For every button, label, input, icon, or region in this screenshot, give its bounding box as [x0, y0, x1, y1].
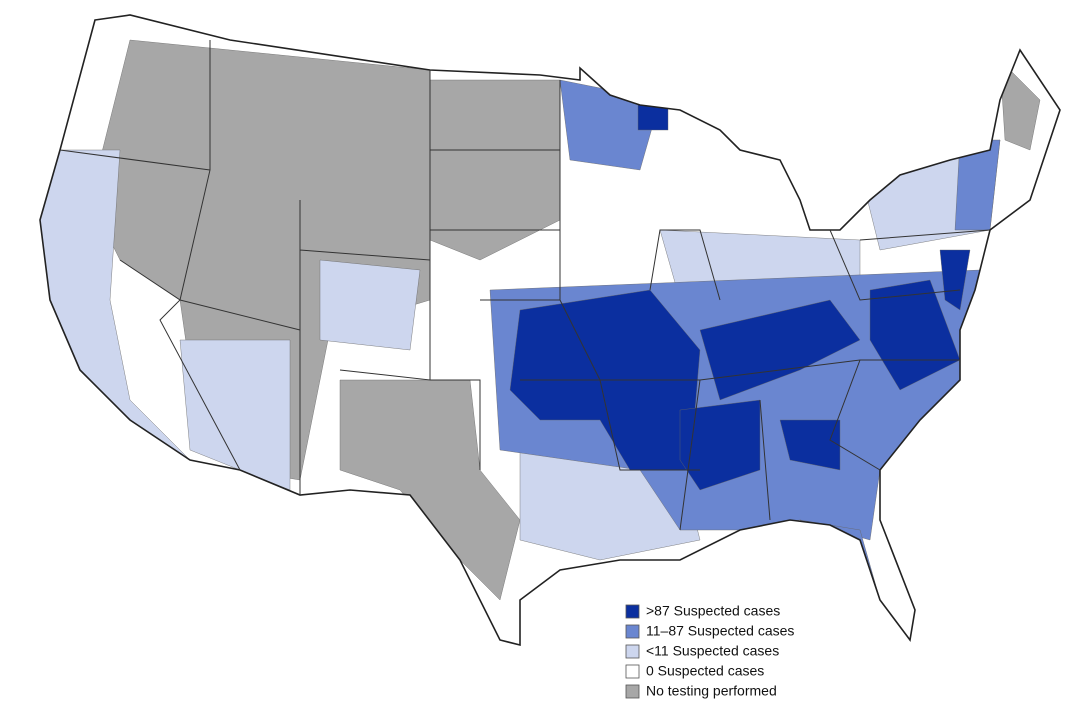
- region-dark: [869, 279, 961, 391]
- region-dark: [679, 399, 761, 491]
- legend-swatch: [625, 604, 640, 619]
- region-gray: [339, 379, 521, 601]
- legend-label: No testing performed: [646, 683, 777, 699]
- legend-label: <11 Suspected cases: [646, 643, 779, 659]
- legend-swatch: [625, 684, 640, 699]
- state-borders: [59, 40, 991, 531]
- legend-label: 0 Suspected cases: [646, 663, 764, 679]
- legend-label: >87 Suspected cases: [646, 603, 780, 619]
- county-regions: [40, 39, 1041, 601]
- region-dark: [779, 419, 841, 471]
- region-dark: [939, 249, 971, 311]
- state-border: [59, 40, 991, 531]
- us-outline: [39, 14, 1061, 647]
- region-light: [319, 259, 421, 351]
- region-gray: [999, 59, 1041, 151]
- legend-label: 11–87 Suspected cases: [646, 623, 794, 639]
- region-dark: [637, 89, 669, 131]
- us-map: [39, 14, 1061, 647]
- legend: >87 Suspected cases 11–87 Suspected cases…: [625, 603, 794, 699]
- legend-swatch: [625, 624, 640, 639]
- legend-swatch: [625, 644, 640, 659]
- legend-swatch: [625, 664, 640, 679]
- region-light: [179, 339, 291, 491]
